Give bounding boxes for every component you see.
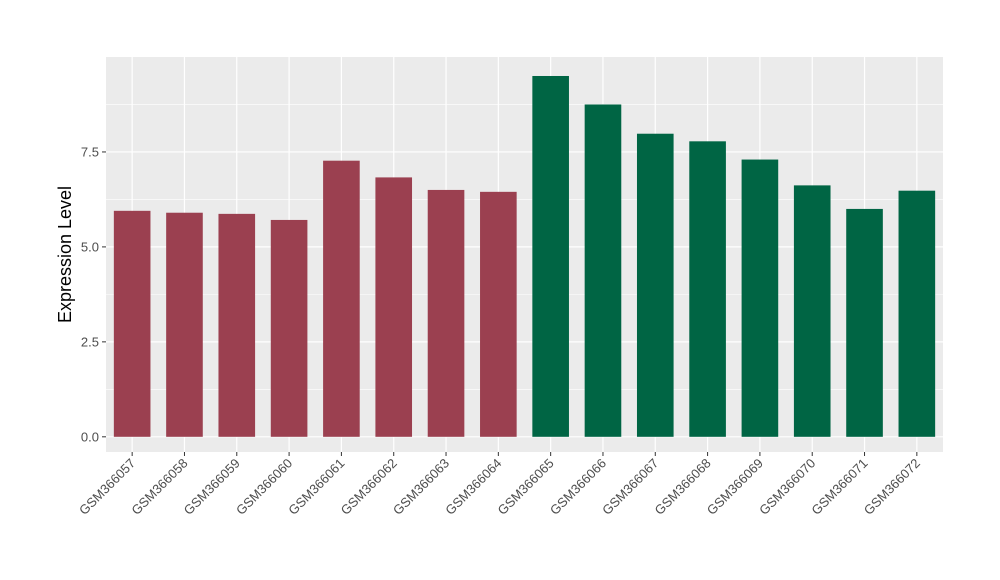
y-axis-title: Expression Level — [55, 186, 75, 323]
bars — [113, 75, 936, 437]
bar-GSM366062 — [375, 177, 413, 437]
bar-GSM366063 — [427, 189, 465, 437]
y-tick-label: 7.5 — [81, 144, 99, 159]
bar-GSM366066 — [584, 104, 622, 437]
bar-GSM366067 — [636, 133, 674, 437]
bar-GSM366060 — [270, 219, 308, 437]
bar-GSM366069 — [741, 159, 779, 437]
bar-GSM366061 — [323, 160, 360, 437]
y-tick-label: 2.5 — [81, 334, 99, 349]
x-tick-label: GSM366072 — [861, 456, 923, 518]
bar-GSM366072 — [898, 190, 936, 437]
bar-GSM366068 — [689, 141, 726, 437]
bar-GSM366059 — [218, 213, 256, 437]
y-axis: 0.0 2.5 5.0 7.5 — [81, 144, 106, 444]
bar-GSM366070 — [793, 185, 831, 437]
bar-GSM366058 — [166, 212, 203, 437]
x-axis: GSM366057GSM366058GSM366059GSM366060GSM3… — [76, 452, 923, 518]
bar-GSM366057 — [113, 210, 151, 437]
bar-GSM366071 — [846, 208, 883, 437]
bar-GSM366065 — [532, 75, 569, 437]
bar-GSM366064 — [480, 191, 517, 437]
y-tick-label: 5.0 — [81, 239, 99, 254]
y-tick-label: 0.0 — [81, 429, 99, 444]
